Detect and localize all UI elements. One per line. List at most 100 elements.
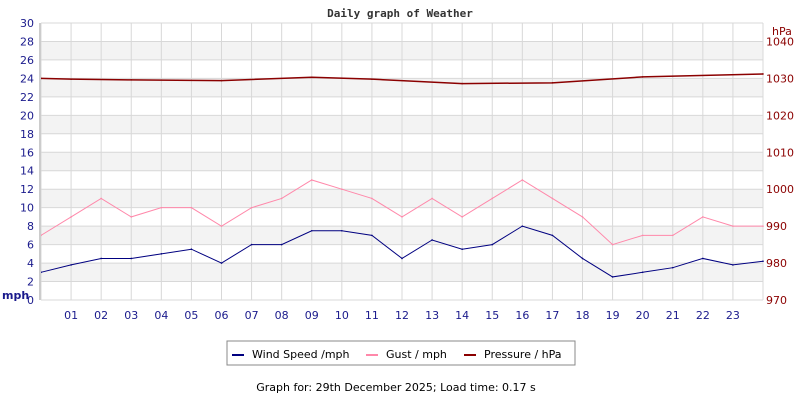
right-tick-label: 1040 — [766, 35, 794, 48]
x-tick-label: 04 — [154, 309, 168, 322]
data-point — [732, 225, 734, 227]
data-point — [551, 82, 554, 84]
x-tick-label: 16 — [515, 309, 529, 322]
data-point — [190, 248, 193, 251]
data-point — [130, 257, 133, 260]
right-tick-label: 990 — [766, 220, 787, 233]
x-tick-label: 12 — [395, 309, 409, 322]
data-point — [220, 262, 223, 264]
left-tick-label: 14 — [20, 165, 34, 178]
data-point — [551, 197, 554, 200]
data-point — [762, 73, 764, 75]
data-point — [190, 206, 193, 209]
left-axis-label: mph — [2, 289, 29, 302]
x-tick-label: 19 — [606, 309, 620, 322]
data-point — [641, 76, 644, 78]
left-tick-label: 28 — [20, 35, 34, 48]
data-point — [280, 197, 283, 200]
data-point — [641, 234, 644, 237]
left-tick-label: 24 — [20, 72, 34, 85]
data-point — [461, 248, 463, 251]
data-point — [581, 216, 584, 218]
data-point — [461, 82, 463, 85]
data-point — [130, 79, 133, 81]
x-tick-label: 01 — [64, 309, 78, 322]
data-point — [160, 253, 163, 255]
data-point — [341, 229, 343, 232]
left-tick-label: 16 — [20, 146, 34, 159]
data-point — [431, 239, 433, 241]
x-tick-label: 09 — [305, 309, 319, 322]
data-point — [461, 216, 463, 218]
data-point — [310, 229, 313, 232]
x-tick-label: 05 — [184, 309, 198, 322]
data-point — [100, 197, 102, 200]
right-tick-label: 970 — [766, 294, 787, 307]
left-tick-label: 8 — [27, 220, 34, 233]
legend-pressure: Pressure / hPa — [484, 348, 562, 361]
data-point — [702, 216, 704, 218]
left-tick-label: 0 — [27, 294, 34, 307]
left-tick-label: 30 — [20, 17, 34, 30]
data-point — [491, 243, 494, 246]
x-tick-label: 07 — [245, 309, 259, 322]
x-tick-label: 14 — [455, 309, 469, 322]
data-point — [732, 264, 734, 266]
data-point — [371, 234, 373, 237]
data-point — [762, 260, 764, 263]
x-tick-label: 11 — [365, 309, 379, 322]
x-tick-label: 02 — [94, 309, 108, 322]
left-tick-label: 22 — [20, 91, 34, 104]
data-point — [70, 216, 72, 218]
left-tick-label: 2 — [27, 276, 34, 289]
right-tick-label: 1020 — [766, 109, 794, 122]
footer-text: Graph for: 29th December 2025; Load time… — [256, 381, 536, 394]
right-axis-label: hPa — [772, 25, 792, 38]
x-tick-label: 10 — [335, 309, 349, 322]
data-point — [551, 234, 554, 237]
data-point — [401, 257, 403, 260]
data-point — [341, 188, 343, 190]
left-tick-label: 20 — [20, 109, 34, 122]
left-tick-label: 6 — [27, 239, 34, 252]
x-tick-label: 03 — [124, 309, 138, 322]
data-point — [611, 243, 614, 246]
legend: Wind Speed /mph Gust / mph Pressure / hP… — [226, 340, 576, 366]
x-tick-label: 13 — [425, 309, 439, 322]
data-point — [220, 225, 223, 227]
data-point — [250, 206, 253, 209]
data-point — [401, 216, 403, 218]
data-point — [310, 179, 313, 181]
data-point — [671, 266, 674, 269]
data-point — [220, 79, 223, 82]
left-tick-label: 18 — [20, 128, 34, 141]
series-line-pressure — [40, 73, 764, 85]
x-tick-label: 06 — [215, 309, 229, 322]
x-tick-label: 15 — [485, 309, 499, 322]
data-point — [641, 271, 644, 274]
data-point — [70, 78, 72, 80]
right-tick-label: 1000 — [766, 183, 794, 196]
x-tick-label: 18 — [576, 309, 590, 322]
legend-gust: Gust / mph — [386, 348, 447, 361]
right-tick-label: 980 — [766, 257, 787, 270]
left-tick-label: 12 — [20, 183, 34, 196]
left-tick-label: 10 — [20, 202, 34, 215]
data-point — [371, 78, 373, 80]
x-tick-label: 20 — [636, 309, 650, 322]
right-tick-label: 1010 — [766, 146, 794, 159]
data-point — [491, 197, 494, 200]
data-point — [371, 197, 373, 200]
data-point — [581, 257, 584, 260]
data-point — [762, 225, 764, 227]
left-tick-label: 26 — [20, 54, 34, 67]
chart-title: Daily graph of Weather — [327, 7, 473, 20]
data-point — [431, 197, 433, 200]
data-point — [160, 206, 163, 209]
data-point — [100, 257, 102, 260]
legend-wind: Wind Speed /mph — [252, 348, 350, 361]
data-point — [70, 264, 72, 266]
data-point — [250, 243, 253, 246]
